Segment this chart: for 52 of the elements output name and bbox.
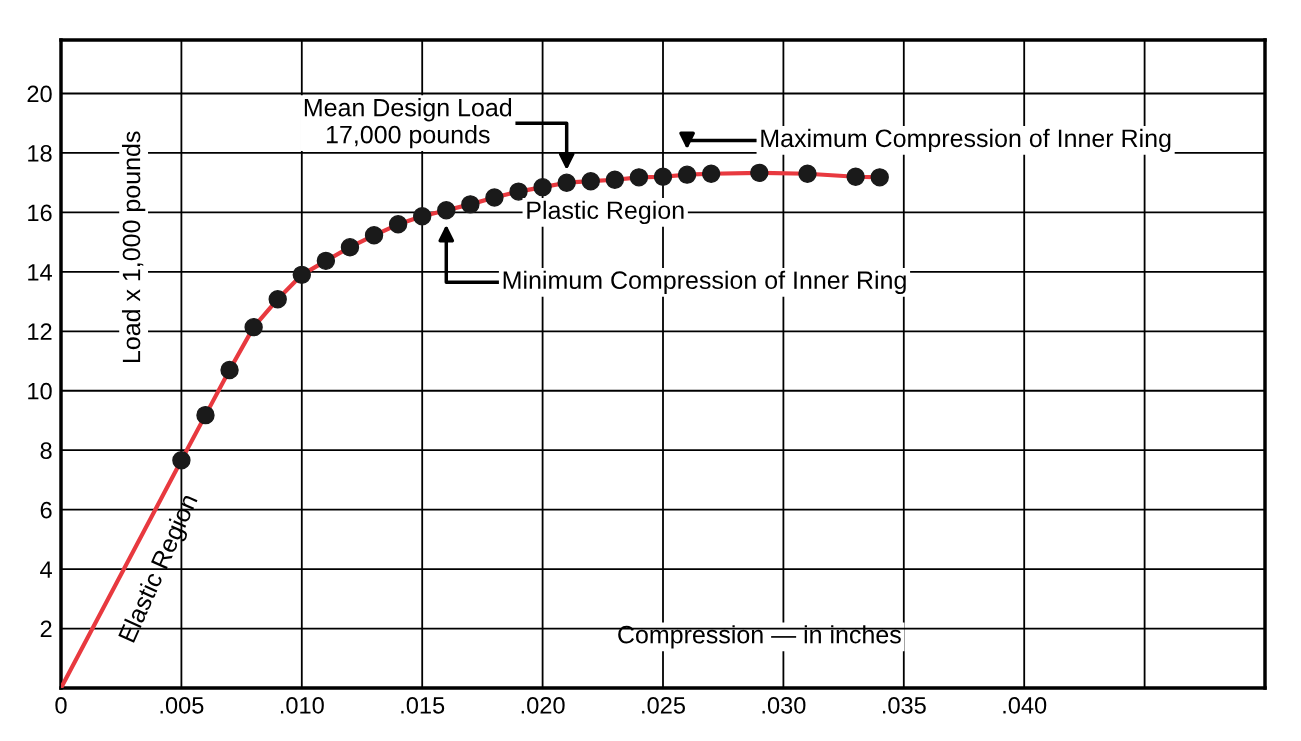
y-tick-label: 2 [40,620,52,638]
point [340,237,360,257]
point [870,168,889,187]
point [364,226,384,245]
point [268,289,287,309]
x-tick-label: .030 [762,696,806,714]
x-axis-title: Compression — in inches [618,625,901,649]
y-axis-title: Load x 1,000 pounds [121,131,146,363]
y-tick-label: 16 [28,204,52,222]
point [437,201,456,220]
y-tick-label: 6 [40,501,52,519]
point [677,165,697,184]
y-tick-label: 14 [28,264,52,281]
y-tick-label: 10 [28,382,52,400]
y-tick-label: 18 [28,145,52,162]
point [581,171,600,191]
point [412,207,432,226]
point [172,451,191,470]
x-tick-label: .010 [280,696,324,714]
point [798,164,817,183]
point [485,188,504,207]
point [461,195,480,214]
annotation: Maximum Compression of Inner Ring [761,128,1171,153]
x-tick-label: .015 [401,696,445,714]
annotation: Mean Design Load 17,000 pounds [304,98,512,149]
annotation: Plastic Region [527,200,684,225]
y-tick-label: 8 [40,442,52,459]
point [509,182,528,201]
point [701,164,721,183]
annotation: Minimum Compression of Inner Ring [503,270,906,294]
point [292,265,312,285]
point [557,173,576,192]
point [653,167,673,186]
y-tick-label: 4 [40,561,52,578]
x-tick-label: .025 [642,696,685,714]
x-tick-label: .035 [882,696,926,714]
x-tick-label: 0 [55,696,67,714]
point [196,405,215,425]
point [316,251,336,271]
x-tick-label: .020 [521,696,565,714]
point [629,168,649,187]
point [605,170,625,189]
point [220,360,239,380]
point [533,177,552,197]
y-tick-label: 12 [28,323,52,340]
x-tick-label: .040 [1003,696,1047,714]
point [846,167,865,186]
y-tick-label: 20 [27,85,52,103]
point [750,163,769,183]
point [244,317,263,337]
point [388,215,408,234]
x-tick-label: .005 [160,696,204,714]
